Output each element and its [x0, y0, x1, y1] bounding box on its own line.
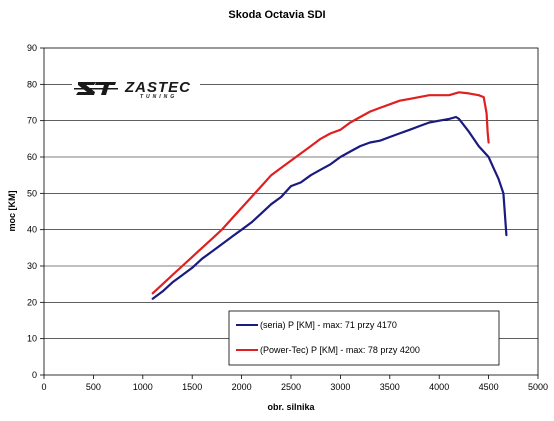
- legend-label-seria: (seria) P [KM] - max: 71 przy 4170: [260, 320, 397, 330]
- x-tick-label: 3500: [380, 382, 400, 392]
- x-axis-label: obr. silnika: [267, 402, 315, 412]
- x-tick-label: 2000: [232, 382, 252, 392]
- y-tick-label: 10: [27, 334, 37, 344]
- x-tick-label: 1000: [133, 382, 153, 392]
- y-tick-label: 70: [27, 116, 37, 126]
- y-axis: 0 10 20 30 40 50 60 70 80 90: [27, 43, 44, 380]
- grid-lines: [44, 84, 538, 339]
- y-tick-label: 50: [27, 188, 37, 198]
- x-tick-label: 5000: [528, 382, 548, 392]
- x-tick-label: 4500: [479, 382, 499, 392]
- series-line-seria: [151, 115, 508, 300]
- y-tick-label: 40: [27, 225, 37, 235]
- series-line-power-tec: [151, 91, 490, 295]
- logo-tagline: TUNING: [140, 94, 177, 100]
- x-tick-label: 2500: [281, 382, 301, 392]
- x-tick-label: 1500: [182, 382, 202, 392]
- zt-logo-mark: [74, 82, 118, 95]
- y-tick-label: 80: [27, 79, 37, 89]
- chart-title: Skoda Octavia SDI: [228, 9, 325, 21]
- y-axis-label: moc [KM]: [7, 191, 17, 232]
- x-axis: 0 500 1000 1500 2000 2500 3000 3500 4000 4500 5000: [41, 375, 548, 392]
- y-tick-label: 30: [27, 261, 37, 271]
- legend: (seria) P [KM] - max: 71 przy 4170 (Powe…: [228, 310, 500, 366]
- logo-name: ZASTEC: [124, 79, 191, 96]
- x-tick-label: 3000: [330, 382, 350, 392]
- y-tick-label: 90: [27, 43, 37, 53]
- legend-box: [228, 310, 500, 366]
- y-tick-label: 60: [27, 152, 37, 162]
- y-tick-label: 0: [32, 370, 37, 380]
- zastec-logo: ZASTEC TUNING: [72, 79, 200, 100]
- legend-label-power-tec: (Power-Tec) P [KM] - max: 78 przy 4200: [260, 345, 420, 355]
- x-tick-label: 500: [86, 382, 101, 392]
- x-tick-label: 4000: [429, 382, 449, 392]
- y-tick-label: 20: [27, 297, 37, 307]
- series-layer: [151, 91, 508, 300]
- x-tick-label: 0: [41, 382, 46, 392]
